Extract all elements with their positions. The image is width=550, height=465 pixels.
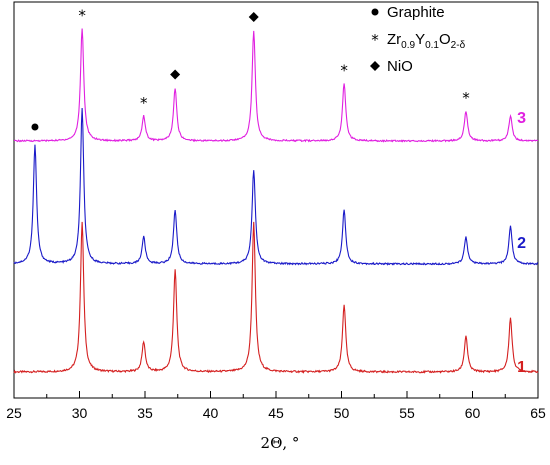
x-tick-label: 65: [530, 405, 546, 421]
legend-star-icon: *: [371, 31, 379, 49]
x-tick-label: 30: [72, 405, 88, 421]
peak-marker-star: *: [140, 94, 148, 112]
plot-frame: [13, 1, 539, 399]
peak-marker-circle: [31, 123, 39, 131]
x-tick-label: 55: [399, 405, 415, 421]
series-label-3: 3: [517, 110, 526, 127]
x-axis: 25 30 35 40 45 50 55 60 65: [6, 391, 546, 421]
series-label-2: 2: [517, 235, 526, 252]
peak-marker-diamond: [248, 12, 259, 22]
series-line-2: [13, 108, 539, 266]
peak-marker-diamond: [170, 69, 181, 80]
curves: 1 2 3: [13, 28, 539, 376]
plot-border: [13, 1, 539, 399]
peak-marker-star: *: [462, 89, 470, 107]
legend-label: Graphite: [387, 4, 445, 21]
x-tick-label: 25: [6, 405, 22, 421]
x-tick-label: 40: [203, 405, 219, 421]
legend-circle-icon: [371, 8, 379, 16]
x-tick-label: 50: [334, 405, 350, 421]
legend-diamond-icon: [370, 61, 380, 71]
x-tick-label: 45: [268, 405, 284, 421]
x-tick-label: 60: [465, 405, 481, 421]
peak-marker-star: *: [340, 62, 348, 80]
legend: Graphite * Zr0.9Y0.1O2-δ NiO: [370, 4, 466, 75]
x-tick-label: 35: [137, 405, 153, 421]
peak-markers: * * * *: [31, 7, 470, 131]
series-line-3: [13, 28, 539, 143]
legend-label: NiO: [387, 58, 413, 75]
series-line-1: [13, 221, 539, 374]
series-label-1: 1: [517, 359, 526, 376]
legend-label: Zr0.9Y0.1O2-δ: [387, 31, 466, 51]
x-axis-title: 2Θ, °: [261, 434, 300, 452]
peak-marker-star: *: [78, 7, 86, 25]
